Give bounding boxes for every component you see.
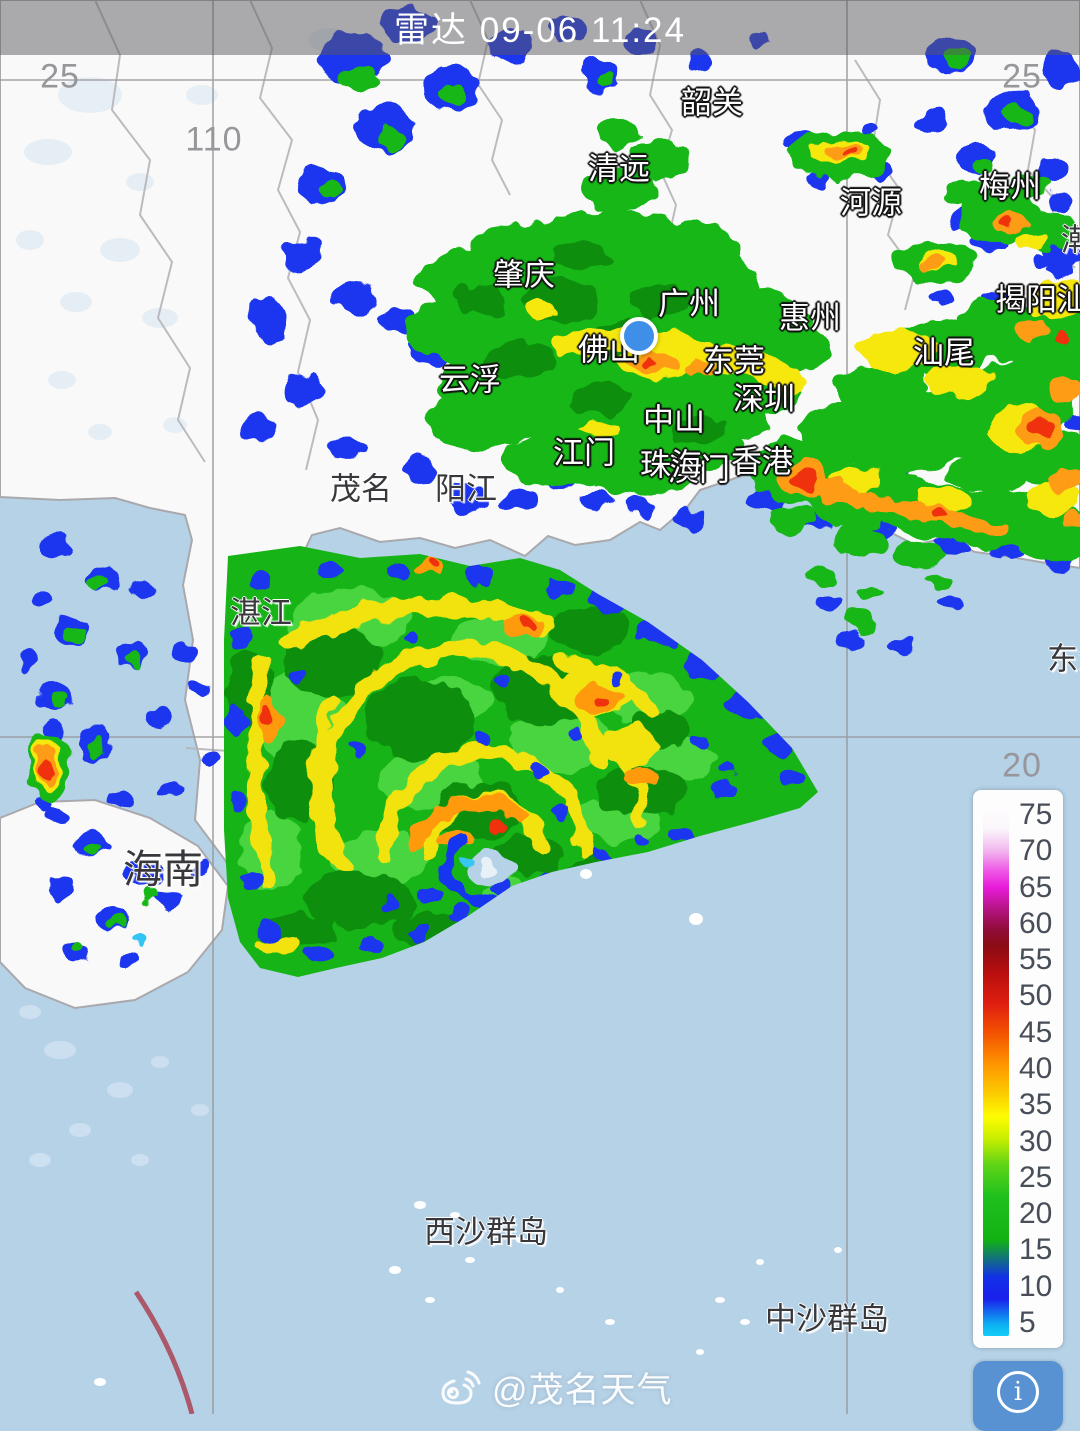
legend-value-35: 35: [1019, 1090, 1052, 1120]
reflectivity-legend: 75 70 65 60 55 50 45 40 35 30 25 20 15 10 5: [973, 790, 1063, 1348]
weibo-icon: [438, 1369, 482, 1407]
legend-value-75: 75: [1019, 800, 1052, 830]
title-bar: 雷达 09-06 11:24: [0, 0, 1080, 55]
legend-value-55: 55: [1019, 945, 1052, 975]
legend-value-45: 45: [1019, 1018, 1052, 1048]
legend-value-70: 70: [1019, 836, 1052, 866]
legend-value-20: 20: [1019, 1199, 1052, 1229]
legend-value-5: 5: [1019, 1308, 1052, 1338]
watermark-text: @茂名天气: [492, 1362, 673, 1413]
radar-echo-layer: [0, 0, 1080, 1414]
legend-value-40: 40: [1019, 1054, 1052, 1084]
legend-value-10: 10: [1019, 1272, 1052, 1302]
legend-value-60: 60: [1019, 909, 1052, 939]
echoes-west: [20, 531, 220, 969]
legend-value-25: 25: [1019, 1163, 1052, 1193]
watermark: @茂名天气: [438, 1362, 673, 1413]
current-location-marker: [620, 317, 658, 355]
legend-value-15: 15: [1019, 1235, 1052, 1265]
legend-value-65: 65: [1019, 873, 1052, 903]
legend-color-bar: [983, 802, 1009, 1336]
info-icon: i: [997, 1371, 1039, 1413]
info-button[interactable]: i: [973, 1361, 1063, 1431]
legend-value-30: 30: [1019, 1127, 1052, 1157]
legend-value-50: 50: [1019, 981, 1052, 1011]
legend-value-scale: 75 70 65 60 55 50 45 40 35 30 25 20 15 10 5: [1019, 800, 1052, 1338]
echoes-typhoon: [215, 540, 830, 990]
title-text: 雷达 09-06 11:24: [394, 2, 686, 53]
radar-weather-app: { "titlebar": { "text": "雷达 09-06 11:24"…: [0, 0, 1080, 1414]
